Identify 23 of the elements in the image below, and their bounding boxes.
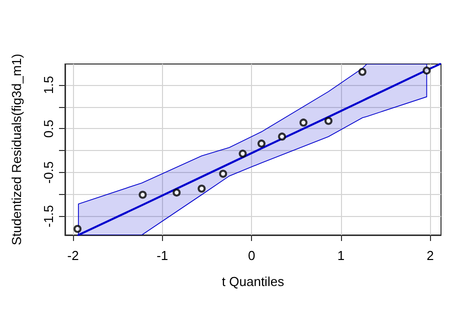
x-tick-label: 2: [426, 248, 434, 263]
y-tick-label: -0.5: [41, 161, 56, 184]
point: [422, 66, 431, 75]
point: [238, 150, 247, 158]
point: [198, 184, 206, 193]
x-axis-title: t Quantiles: [222, 274, 285, 289]
y-tick-label: -1.5: [41, 204, 56, 228]
point: [257, 140, 266, 148]
x-tick-label: 1: [337, 248, 345, 263]
point: [299, 118, 308, 127]
y-tick-label: 1.5: [41, 76, 56, 94]
point: [358, 68, 366, 76]
point: [172, 188, 181, 197]
point: [74, 224, 82, 233]
x-tick-label: 0: [248, 248, 256, 263]
x-tick-label: -2: [67, 248, 79, 263]
point: [278, 132, 286, 141]
x-tick-label: -1: [156, 248, 168, 263]
point: [219, 170, 228, 178]
point: [138, 190, 147, 199]
y-axis-title: Studentized Residuals(fig3d_m1): [9, 54, 24, 246]
point: [324, 116, 332, 125]
y-tick-label: 0.5: [41, 120, 56, 138]
